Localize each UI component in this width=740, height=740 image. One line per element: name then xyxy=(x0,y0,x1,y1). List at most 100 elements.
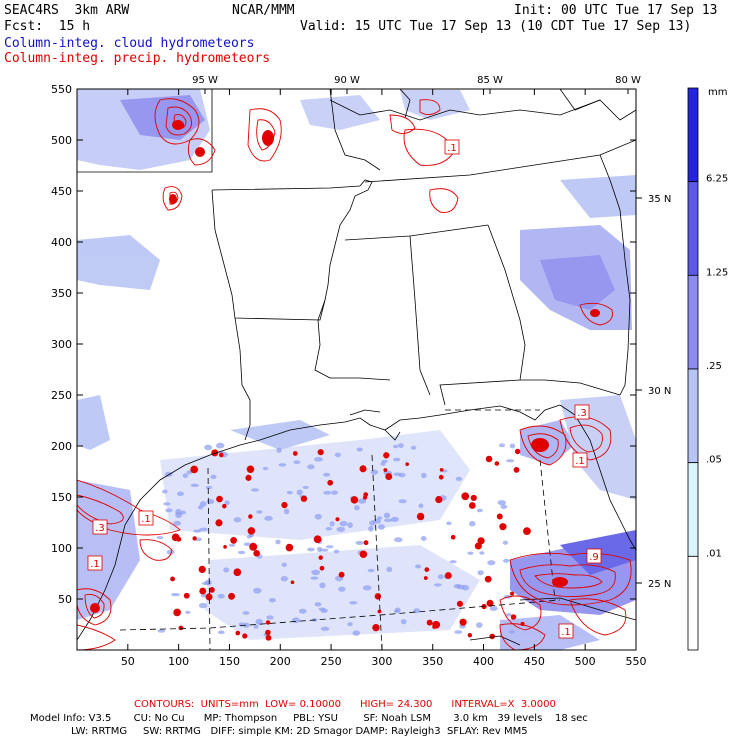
contour-label: .3 xyxy=(95,523,105,534)
precip-cell xyxy=(486,599,494,607)
precip-cell xyxy=(242,633,248,639)
contour-label-box xyxy=(574,404,590,420)
colorbar: mm 6.25 1.25 .25 .05 .01 xyxy=(687,87,728,651)
cloud-cell xyxy=(393,457,401,462)
cloud-cell xyxy=(334,452,341,458)
cloud-cell xyxy=(449,560,457,564)
precip-cell xyxy=(426,619,433,626)
cloud-cell xyxy=(338,586,346,592)
latitude-label: 25 N xyxy=(648,579,671,590)
cloud-cell xyxy=(314,602,322,607)
precip-cell xyxy=(228,592,235,600)
colorbar-label: .25 xyxy=(706,361,722,372)
precip-cell xyxy=(416,512,425,521)
cloud-cell xyxy=(217,630,225,635)
precip-cell xyxy=(246,465,255,473)
cloud-cell xyxy=(193,529,202,533)
cloud-cell xyxy=(454,630,463,634)
cloud-cell xyxy=(310,576,319,580)
cloud-cell xyxy=(266,615,274,620)
cloud-cell xyxy=(242,611,250,615)
cloud-cell xyxy=(246,535,252,539)
precip-cell xyxy=(489,633,496,640)
precip-cell xyxy=(178,625,184,631)
cloud-cell xyxy=(199,501,207,507)
cloud-cell xyxy=(393,444,399,449)
y-axis-ticks: 50 100 150 200 250 300 350 400 450 500 550 xyxy=(51,83,636,606)
precip-cell xyxy=(300,495,308,502)
cloud-cell xyxy=(368,525,374,532)
colorbar-unit: mm xyxy=(708,87,727,98)
cloud-cell xyxy=(400,618,407,625)
cloud-cell xyxy=(199,527,208,532)
cloud-cell xyxy=(386,566,393,573)
colorbar-label: .01 xyxy=(706,548,722,559)
cloud-cell xyxy=(415,564,422,569)
cloud-cell xyxy=(456,584,465,590)
contour-label: .1 xyxy=(575,456,585,467)
cloud-cell xyxy=(182,473,189,479)
precip-cell xyxy=(494,461,500,466)
y-tick-label: 150 xyxy=(51,491,72,504)
cloud-cell xyxy=(314,513,322,520)
cloud-cell xyxy=(352,630,360,636)
precip-cell xyxy=(319,565,325,571)
precip-cell xyxy=(435,496,443,504)
latitude-label: 30 N xyxy=(648,386,671,397)
cloud-cell xyxy=(446,521,452,526)
cloud-cell xyxy=(420,536,427,541)
precip-cell xyxy=(514,448,521,455)
cloud-cell xyxy=(378,524,385,530)
precip-cell xyxy=(438,474,444,480)
cloud-cell xyxy=(319,548,329,552)
cloud-cell xyxy=(356,447,363,452)
contour-label-box xyxy=(558,623,574,639)
y-tick-label: 100 xyxy=(51,542,72,555)
cloud-cell xyxy=(390,516,399,523)
precip-cell xyxy=(190,465,199,474)
contour-label: .1 xyxy=(141,514,151,525)
precip-cell xyxy=(359,465,367,473)
cloud-cell xyxy=(186,470,193,475)
model-info-line1: Model Info: V3.5 CU: No Cu MP: Thompson … xyxy=(30,713,588,724)
precip-cell xyxy=(173,608,181,617)
precip-cell xyxy=(510,591,515,596)
x-tick-label: 150 xyxy=(219,655,240,668)
x-tick-label: 550 xyxy=(626,655,647,668)
y-tick-label: 300 xyxy=(51,338,72,351)
cloud-cell xyxy=(176,491,184,497)
cloud-cell xyxy=(477,570,484,576)
contour-label: .3 xyxy=(577,408,587,419)
precip-cell xyxy=(510,614,517,620)
cloud-cell xyxy=(286,490,293,495)
run-name: SEAC4RS 3km ARW xyxy=(4,3,130,18)
organization: NCAR/MMM xyxy=(232,3,295,18)
colorbar-segment xyxy=(687,555,699,651)
precip-cell xyxy=(216,495,223,503)
contours-info: CONTOURS: UNITS=mm LOW= 0.10000 HIGH= 24… xyxy=(134,699,556,710)
precip-cell xyxy=(461,492,470,501)
precip-cell xyxy=(468,502,476,509)
cloud-cell xyxy=(323,472,331,477)
precip-cell xyxy=(211,449,219,457)
latitude-label: 35 N xyxy=(648,194,671,205)
precip-cell xyxy=(285,543,294,552)
inner-domain-boundary xyxy=(119,409,561,650)
precip-cell xyxy=(222,503,227,509)
cloud-cell xyxy=(339,520,348,527)
field-precip-label: Column-integ. precip. hydrometeors xyxy=(4,51,271,66)
cloud-cell xyxy=(331,490,338,495)
precip-cell xyxy=(209,587,215,593)
precip-cell xyxy=(249,542,258,551)
contour-label: .1 xyxy=(90,559,100,570)
field-cloud-label: Column-integ. cloud hydrometeors xyxy=(4,36,255,51)
cloud-cell xyxy=(394,537,403,543)
cloud-cell xyxy=(418,503,424,509)
precip-cell xyxy=(199,587,207,595)
x-tick-label: 100 xyxy=(168,655,189,668)
cloud-cell xyxy=(421,472,427,479)
cloud-cell xyxy=(476,622,483,629)
colorbar-segment xyxy=(687,181,699,276)
precip-cell xyxy=(467,632,473,638)
